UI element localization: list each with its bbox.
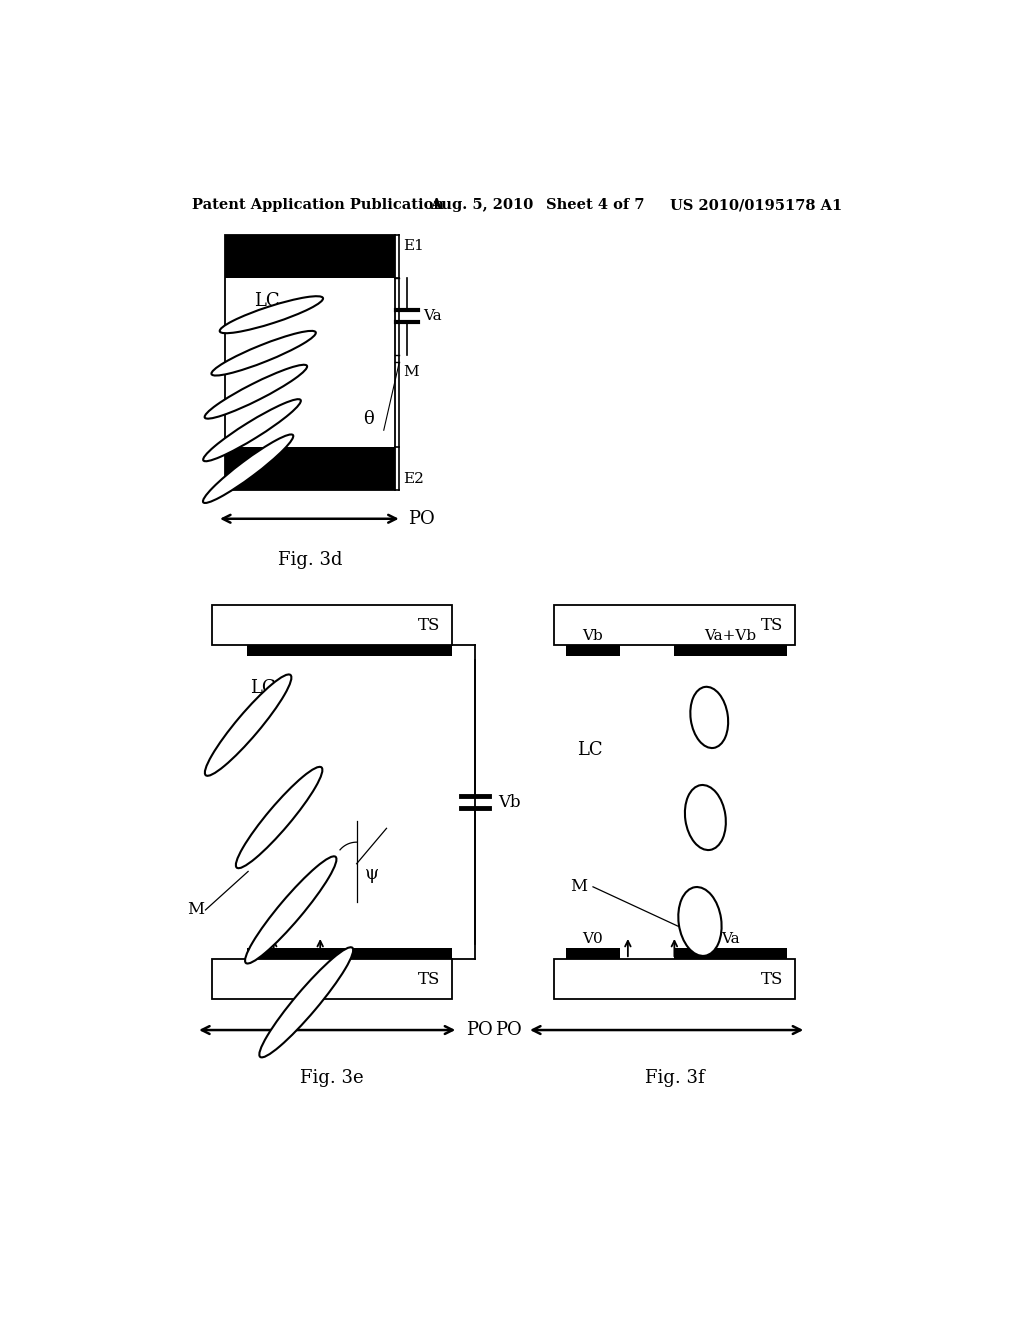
Text: ψ: ψ [365, 865, 379, 883]
Text: PO: PO [408, 510, 434, 528]
Ellipse shape [205, 364, 307, 418]
Bar [554, 605, 795, 645]
Text: LC: LC [254, 292, 280, 310]
Text: PO: PO [466, 1022, 493, 1039]
Text: E2: E2 [403, 471, 424, 486]
Ellipse shape [203, 399, 301, 461]
Bar [225, 235, 395, 277]
Ellipse shape [211, 331, 315, 376]
Text: TS: TS [418, 970, 440, 987]
Text: Va+Vb: Va+Vb [705, 628, 757, 643]
Text: E1: E1 [403, 239, 424, 253]
Text: Patent Application Publication: Patent Application Publication [191, 198, 443, 213]
Text: M: M [403, 364, 419, 379]
Text: Va: Va [423, 309, 442, 323]
Bar [212, 605, 452, 645]
Text: Fig. 3f: Fig. 3f [644, 1069, 705, 1086]
Bar [675, 645, 786, 656]
Text: Va: Va [721, 932, 740, 946]
Text: Fig. 3d: Fig. 3d [278, 552, 342, 569]
Bar [554, 960, 795, 999]
Bar [675, 948, 786, 960]
Text: Vb: Vb [583, 628, 603, 643]
Text: Fig. 3e: Fig. 3e [300, 1069, 364, 1086]
Text: M: M [186, 902, 204, 919]
Text: Vb: Vb [499, 793, 521, 810]
Ellipse shape [685, 785, 726, 850]
Text: Sheet 4 of 7: Sheet 4 of 7 [547, 198, 645, 213]
Text: θ: θ [362, 411, 374, 428]
Bar [212, 960, 452, 999]
Bar [225, 447, 395, 490]
Ellipse shape [205, 675, 292, 776]
Text: PO: PO [495, 1022, 521, 1039]
Text: TS: TS [761, 616, 783, 634]
Text: LC: LC [578, 741, 603, 759]
Bar [566, 645, 621, 656]
Ellipse shape [203, 434, 293, 503]
Text: Aug. 5, 2010: Aug. 5, 2010 [430, 198, 534, 213]
Bar [247, 645, 452, 656]
Ellipse shape [245, 857, 337, 964]
Text: TS: TS [761, 970, 783, 987]
Bar [566, 948, 621, 960]
Text: TS: TS [418, 616, 440, 634]
Ellipse shape [678, 887, 722, 956]
Bar [247, 948, 452, 960]
Text: US 2010/0195178 A1: US 2010/0195178 A1 [671, 198, 843, 213]
Ellipse shape [259, 948, 353, 1057]
Ellipse shape [690, 686, 728, 748]
Text: LC: LC [251, 678, 276, 697]
Ellipse shape [220, 296, 323, 333]
Text: V0: V0 [583, 932, 603, 946]
Text: M: M [569, 878, 587, 895]
Ellipse shape [236, 767, 323, 869]
Bar [225, 235, 395, 490]
